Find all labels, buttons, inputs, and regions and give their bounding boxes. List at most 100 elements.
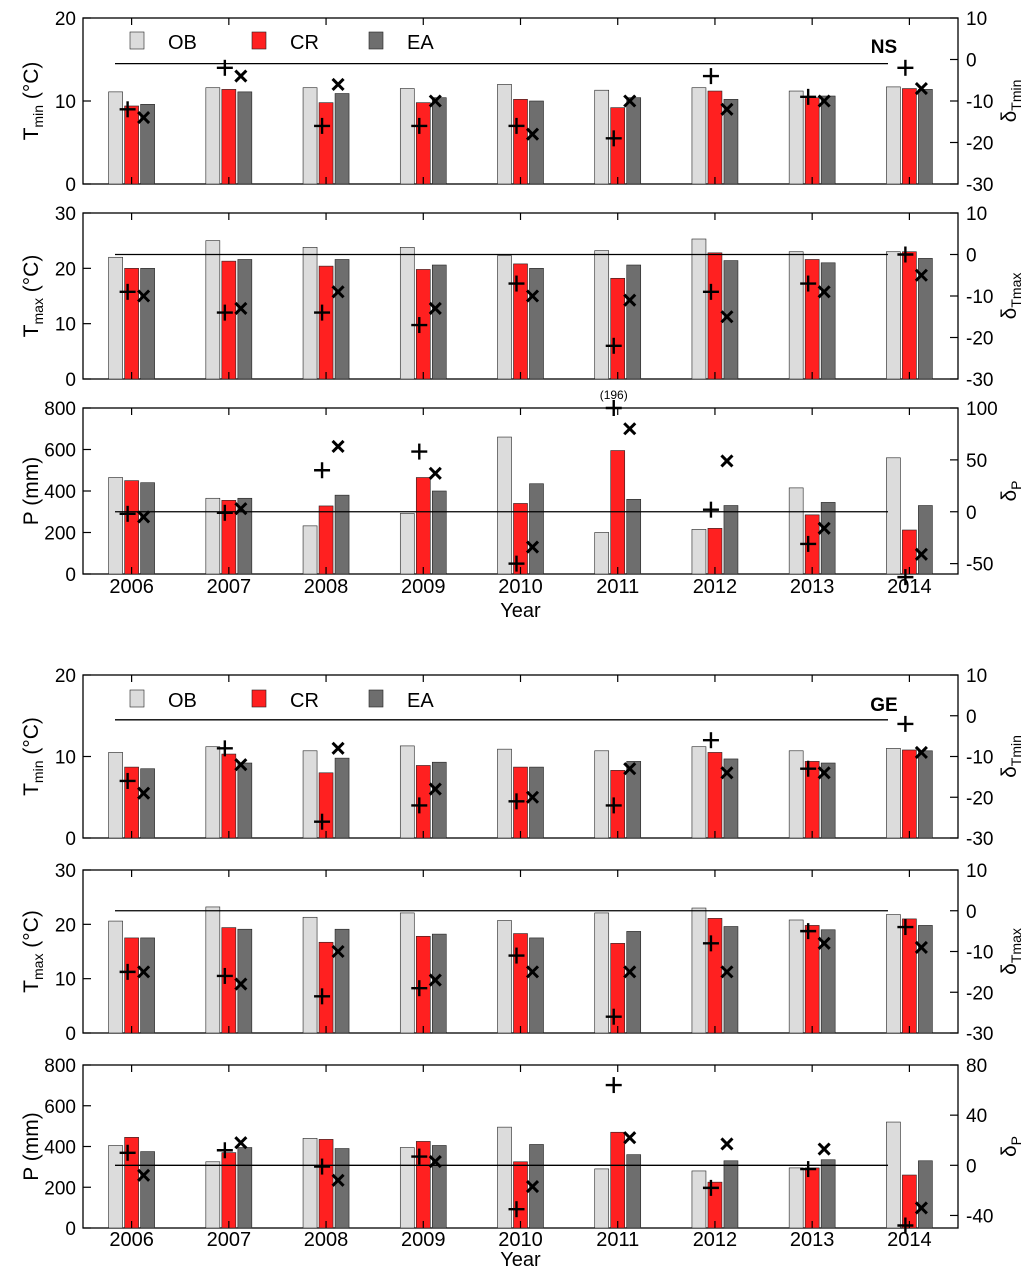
- cross-marker-b: [914, 268, 928, 282]
- bar-ea: [140, 104, 155, 185]
- plus-marker: [897, 569, 914, 586]
- legend-label-ob: OB: [168, 690, 197, 712]
- x-tick-label: 2012: [693, 1229, 738, 1251]
- plus-marker: [897, 59, 914, 76]
- legend: OB CR EA: [129, 689, 434, 712]
- cross-marker: [817, 521, 831, 535]
- plus-marker: [800, 535, 817, 552]
- bar-cr: [902, 918, 917, 1034]
- bar-ob: [594, 912, 610, 1034]
- bar-ea: [334, 494, 350, 575]
- legend: OB CR EA: [129, 31, 434, 54]
- cross-marker: [720, 102, 734, 116]
- bar-cr: [124, 937, 139, 1034]
- y-axis-label-unit: (mm): [20, 1112, 43, 1167]
- plus-marker: [897, 919, 914, 936]
- plus-marker: [800, 923, 817, 940]
- cross-marker-b: [914, 1201, 928, 1215]
- y-tick-label: 200: [44, 524, 76, 545]
- cross-marker-b: [525, 127, 540, 141]
- bar-ob: [302, 1138, 318, 1229]
- y2-axis-label-main: δ: [998, 963, 1021, 975]
- bar-ea: [237, 259, 253, 380]
- y-axis-label-sub: max: [30, 298, 46, 324]
- y-tick-label: 0: [65, 175, 76, 196]
- y-axis-label-unit: (°C): [20, 255, 43, 298]
- cross-marker-b: [914, 547, 928, 561]
- cross-marker: [914, 1201, 928, 1215]
- y-axis-label-sub: max: [30, 954, 46, 980]
- bar-ob: [399, 745, 415, 839]
- cross-marker-b: [817, 94, 831, 108]
- legend-label-cr: CR: [290, 690, 319, 712]
- y2-axis-label: δP: [998, 1136, 1024, 1157]
- plus-marker: [702, 283, 719, 300]
- cross-marker-b: [428, 782, 442, 796]
- cross-marker-b: [817, 766, 831, 780]
- cross-marker-b: [428, 94, 442, 108]
- plus-marker: [702, 935, 719, 952]
- bar-ob: [594, 250, 610, 380]
- bar-cr: [804, 97, 820, 185]
- bar-cr: [610, 1131, 626, 1229]
- plus-marker: [119, 283, 136, 300]
- plus-marker: [897, 246, 914, 263]
- bar-cr: [221, 1152, 237, 1229]
- x-tick-label: 2010: [498, 1229, 543, 1251]
- plus-marker: [216, 740, 233, 757]
- y2-tick-label: 10: [966, 9, 987, 30]
- y-tick-label: 20: [55, 666, 76, 687]
- bar-ea: [529, 268, 544, 380]
- x-tick-label: 2011: [596, 1229, 639, 1251]
- cross-marker-b: [331, 285, 345, 299]
- y-axis-label-unit: (°C): [20, 62, 43, 105]
- plus-marker: [702, 1179, 719, 1196]
- bar-ob: [788, 251, 804, 380]
- plus-marker: [702, 501, 719, 518]
- cross-marker-b: [331, 439, 345, 453]
- plus-marker: [411, 443, 428, 460]
- legend-swatch-cr: [251, 31, 267, 50]
- cross-marker-b: [525, 790, 540, 804]
- bar-cr: [610, 277, 626, 380]
- plus-marker: [314, 813, 331, 830]
- bar-ea: [723, 1160, 739, 1229]
- y-tick-label: 200: [44, 1178, 76, 1199]
- y-tick-label: 800: [44, 399, 76, 420]
- y-tick-label: 0: [65, 370, 76, 391]
- plus-marker: [800, 760, 817, 777]
- bar-ob: [205, 87, 221, 185]
- cross-marker-b: [137, 1168, 151, 1182]
- bar-ea: [431, 264, 447, 380]
- y2-axis-label: δTmin: [998, 80, 1024, 123]
- x-tick-label: 2009: [401, 1229, 446, 1251]
- cross-marker-b: [720, 766, 734, 780]
- bar-cr: [513, 99, 528, 185]
- y-tick-label: 800: [44, 1056, 76, 1077]
- y-tick-label: 10: [55, 92, 76, 113]
- bar-ob: [399, 1147, 415, 1229]
- x-tick-label: 2014: [887, 1229, 932, 1251]
- cross-marker: [331, 77, 345, 91]
- cross-marker-b: [234, 69, 248, 83]
- legend-label-ea: EA: [407, 32, 434, 54]
- plus-marker: [508, 1201, 525, 1218]
- cross-marker: [137, 1168, 151, 1182]
- y-axis-label: Tmin (°C): [20, 62, 46, 141]
- plus-marker: [119, 101, 136, 118]
- plus-marker: [702, 732, 719, 749]
- y2-tick-label: -20: [966, 329, 993, 350]
- cross-marker-b: [817, 521, 831, 535]
- bar-ea: [237, 91, 253, 185]
- bar-cr: [221, 753, 237, 839]
- bar-ob: [302, 916, 318, 1034]
- y2-tick-label: 0: [966, 51, 977, 72]
- bar-cr: [318, 265, 334, 380]
- bar-ob: [886, 251, 901, 380]
- plus-marker: [605, 337, 622, 354]
- cross-marker-b: [331, 944, 345, 959]
- x-tick-label: 2009: [401, 576, 446, 598]
- bar-ob: [886, 748, 901, 839]
- bar-cr: [707, 90, 723, 185]
- y2-axis-label: δTmin: [998, 735, 1024, 778]
